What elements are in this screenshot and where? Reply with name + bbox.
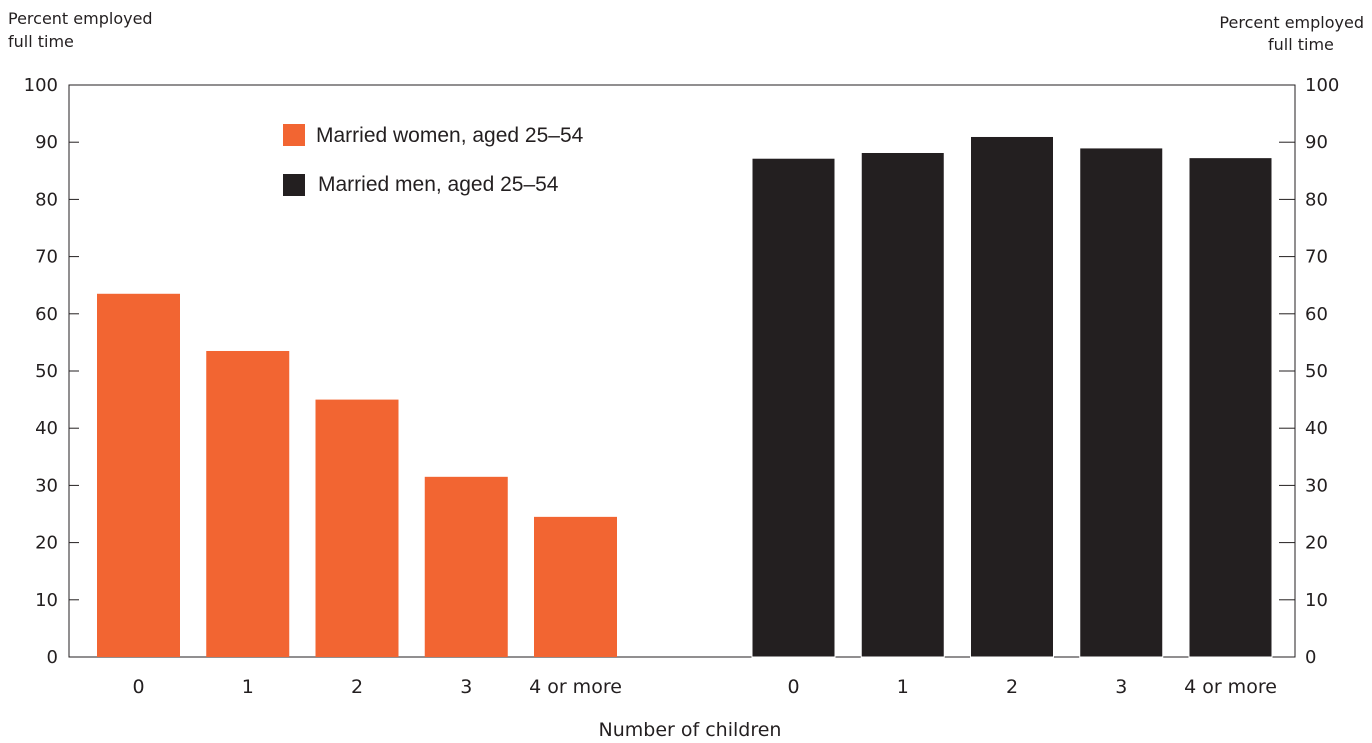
left-axis-title-line1: Percent employed: [8, 9, 153, 28]
x-tick-label: 0: [132, 676, 144, 698]
left-y-tick-label: 0: [47, 647, 58, 668]
legend-label-women: Married women, aged 25–54: [316, 124, 584, 147]
bar-men-1: [860, 151, 945, 658]
x-tick-label: 3: [1115, 676, 1127, 698]
x-axis-tick-labels: 0 1 2 3 4 or more 0 1 2 3 4 or more: [132, 676, 1276, 698]
left-y-axis: 0 10 20 30 40 50 60 70 80 90 100: [24, 75, 79, 668]
right-y-tick-label: 70: [1305, 247, 1328, 268]
x-tick-label: 1: [242, 676, 254, 698]
right-y-tick-label: 10: [1305, 590, 1328, 611]
right-y-tick-label: 30: [1305, 475, 1328, 496]
x-tick-label: 2: [1006, 676, 1018, 698]
right-y-tick-label: 80: [1305, 189, 1328, 210]
bar-men-2: [970, 135, 1054, 658]
left-y-tick-label: 60: [35, 304, 58, 325]
bars-group: [97, 135, 1273, 658]
bar-women-1: [206, 350, 290, 657]
legend-swatch-men: [283, 174, 305, 196]
bar-women-4: [534, 516, 617, 657]
left-y-tick-label: 80: [35, 189, 58, 210]
bar-women-2: [315, 399, 399, 657]
bar-women-3: [424, 476, 508, 657]
x-tick-label: 4 or more: [1184, 676, 1277, 698]
left-y-tick-label: 100: [24, 75, 58, 96]
right-y-tick-label: 90: [1305, 132, 1328, 153]
x-tick-label: 4 or more: [529, 676, 622, 698]
right-y-tick-label: 0: [1305, 647, 1316, 668]
left-y-tick-label: 40: [35, 418, 58, 439]
bar-women-0: [97, 293, 180, 657]
legend: Married women, aged 25–54 Married men, a…: [283, 124, 584, 196]
x-tick-label: 1: [897, 676, 909, 698]
right-y-tick-label: 50: [1305, 361, 1328, 382]
right-axis-title-line1: Percent employed: [1219, 13, 1364, 32]
right-y-axis: 0 10 20 30 40 50 60 70 80 90 100: [1279, 75, 1339, 668]
right-y-tick-label: 40: [1305, 418, 1328, 439]
left-y-tick-label: 30: [35, 475, 58, 496]
left-y-tick-label: 70: [35, 247, 58, 268]
legend-swatch-women: [283, 124, 305, 146]
x-tick-label: 0: [787, 676, 799, 698]
x-axis-title: Number of children: [599, 719, 782, 741]
right-y-tick-label: 60: [1305, 304, 1328, 325]
left-axis-title-line2: full time: [8, 32, 74, 51]
left-y-tick-label: 50: [35, 361, 58, 382]
x-tick-label: 2: [351, 676, 363, 698]
x-tick-label: 3: [460, 676, 472, 698]
bar-men-0: [751, 157, 836, 658]
left-y-tick-label: 10: [35, 590, 58, 611]
left-y-tick-label: 90: [35, 132, 58, 153]
left-y-tick-label: 20: [35, 533, 58, 554]
bar-men-4: [1188, 157, 1273, 658]
right-axis-title-line2: full time: [1268, 35, 1334, 54]
right-y-tick-label: 20: [1305, 533, 1328, 554]
right-y-tick-label: 100: [1305, 75, 1339, 96]
legend-label-men: Married men, aged 25–54: [318, 173, 559, 196]
bar-men-3: [1079, 147, 1164, 658]
